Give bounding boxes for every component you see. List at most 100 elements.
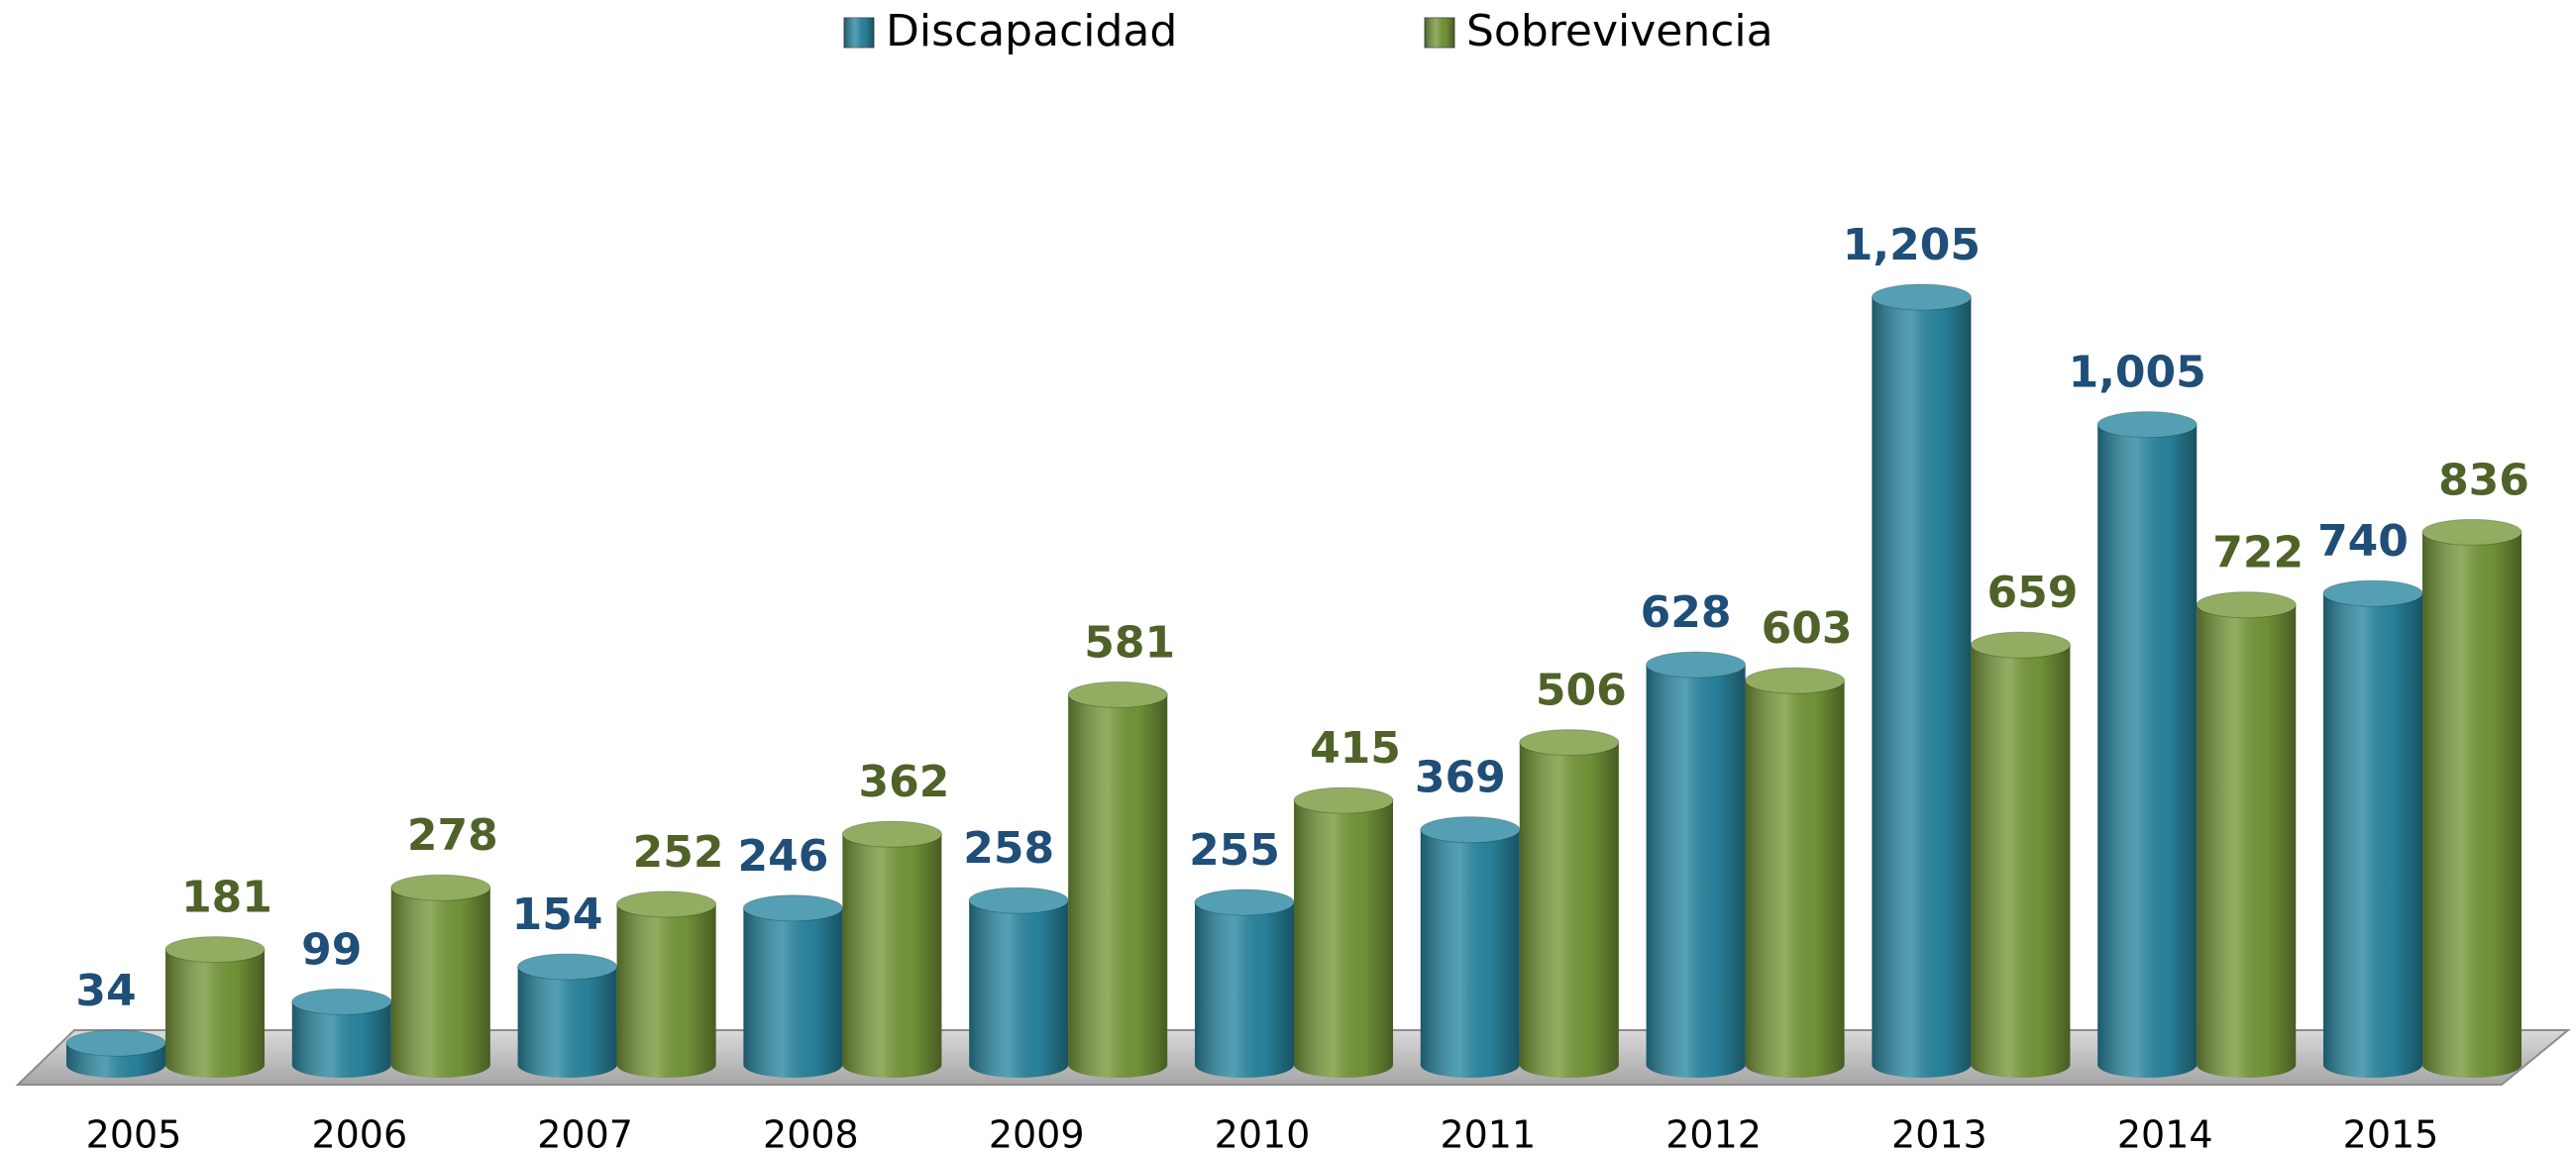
bar-body-shade	[1971, 645, 2071, 1065]
bar-top-light	[1872, 284, 1972, 310]
data-label: 362	[858, 757, 949, 807]
bar-top	[2096, 411, 2198, 439]
legend-label: Discapacidad	[886, 6, 1177, 56]
legend-swatch-shade	[1425, 18, 1454, 48]
x-tick-label: 2015	[2343, 1113, 2439, 1153]
data-label: 628	[1641, 587, 1732, 638]
bar	[1420, 816, 1521, 1078]
data-label: 506	[1536, 666, 1627, 716]
bar-top	[2421, 518, 2522, 546]
bar-top-light	[291, 989, 391, 1015]
bar-body-shade	[616, 903, 716, 1065]
data-label: 252	[633, 827, 724, 878]
data-label: 258	[963, 823, 1054, 874]
bar-top	[1970, 631, 2071, 659]
data-label: 246	[737, 831, 828, 882]
bar-body-shade	[2323, 593, 2422, 1065]
bar-top-light	[1195, 889, 1294, 915]
x-tick-label: 2008	[763, 1113, 859, 1153]
bar-top-light	[165, 936, 265, 963]
bar	[1871, 283, 1972, 1078]
bar	[1194, 889, 1295, 1078]
data-label: 34	[75, 966, 136, 1016]
x-tick-label: 2012	[1665, 1113, 1762, 1153]
bar-body-shade	[1646, 665, 1746, 1065]
bar-body-shade	[1519, 742, 1619, 1065]
data-label: 369	[1415, 753, 1506, 803]
bar-top-light	[2197, 591, 2297, 618]
bar	[65, 1029, 166, 1078]
bar-body-shade	[390, 888, 490, 1065]
bar-top-light	[1519, 729, 1619, 756]
bar-top-light	[2422, 519, 2522, 546]
bar-top-light	[1420, 816, 1520, 843]
data-label: 278	[407, 810, 498, 861]
bar-top-light	[390, 875, 490, 901]
bar	[742, 894, 843, 1078]
bar	[1970, 631, 2071, 1078]
bar-body-shade	[1745, 681, 1845, 1065]
data-label: 603	[1762, 603, 1853, 654]
x-tick-label: 2014	[2117, 1113, 2213, 1153]
bar	[968, 887, 1069, 1078]
bar-body-shade	[743, 907, 843, 1065]
data-label: 99	[301, 924, 362, 975]
bar-top-light	[743, 894, 843, 921]
bar-top-light	[1646, 652, 1746, 679]
bar-top	[1745, 667, 1846, 694]
bar	[164, 936, 266, 1078]
data-label: 836	[2438, 455, 2529, 505]
bar-top	[841, 820, 942, 848]
data-label: 154	[512, 890, 603, 940]
bar-body-shade	[2097, 424, 2198, 1065]
bar	[616, 891, 717, 1078]
bar-top-light	[1971, 632, 2071, 659]
bar	[2196, 591, 2297, 1078]
bar-top	[1293, 786, 1394, 814]
bar	[390, 874, 491, 1078]
bar-top-light	[2097, 411, 2198, 438]
legend-swatch-shade	[844, 18, 874, 48]
bar-top-light	[2323, 580, 2422, 607]
bar-top	[1067, 681, 1168, 708]
bar-body-shade	[2197, 604, 2297, 1065]
bar-top	[1519, 729, 1620, 757]
bar	[1519, 729, 1620, 1078]
bar	[291, 988, 392, 1078]
bar	[2096, 411, 2198, 1078]
data-label: 740	[2317, 516, 2409, 567]
bar	[841, 820, 942, 1078]
bar	[1646, 651, 1747, 1078]
x-tick-label: 2007	[537, 1113, 633, 1153]
bar-top	[1871, 283, 1972, 311]
bar-top-light	[1294, 787, 1393, 814]
data-label: 255	[1189, 825, 1280, 876]
bar-body-shade	[1195, 901, 1294, 1065]
bar-top-light	[1745, 668, 1845, 694]
data-label: 1,205	[1843, 220, 1981, 270]
data-label: 415	[1310, 723, 1401, 774]
x-tick-label: 2013	[1891, 1113, 1987, 1153]
bar-top-light	[66, 1030, 165, 1057]
bar	[517, 953, 618, 1078]
bar-body-shade	[2422, 532, 2522, 1065]
bar	[1745, 667, 1846, 1078]
bar-top-light	[517, 953, 617, 980]
x-tick-label: 2006	[311, 1113, 407, 1153]
bar-top	[616, 891, 717, 918]
bar-top-light	[842, 821, 942, 848]
bar-top-light	[1068, 681, 1168, 708]
bar-top	[164, 936, 266, 964]
bar-top-light	[969, 888, 1069, 914]
bar-top	[2196, 591, 2297, 619]
bar-body-shade	[1872, 297, 1972, 1065]
bar-top	[1646, 651, 1747, 679]
legend-label: Sobrevivencia	[1466, 6, 1773, 56]
bar-top-light	[616, 891, 716, 917]
bar	[1293, 786, 1394, 1078]
bar-body-shade	[1294, 800, 1393, 1065]
bar	[2421, 518, 2522, 1078]
data-label: 181	[181, 873, 272, 923]
x-tick-label: 2005	[86, 1113, 182, 1153]
